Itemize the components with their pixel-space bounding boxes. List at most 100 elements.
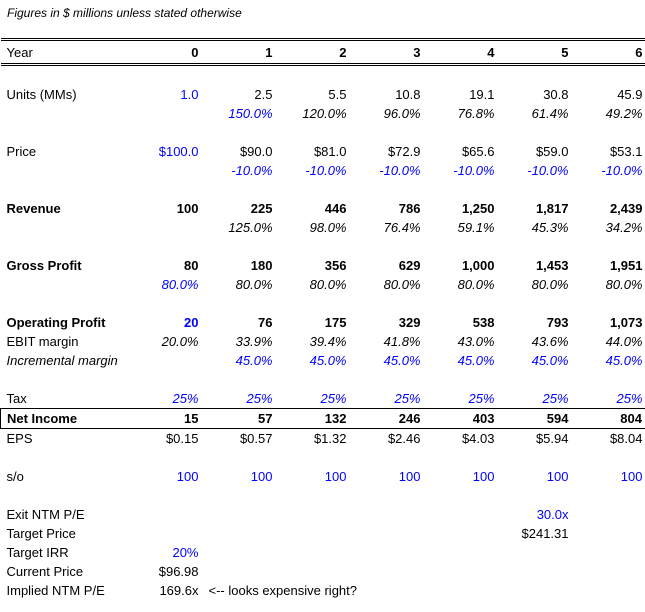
cell-net-income-y4[interactable]: 403 — [423, 408, 498, 429]
cell-exit-ntm-pe-y1[interactable] — [202, 505, 276, 524]
cell-units-growth-y0[interactable] — [128, 104, 202, 123]
cell-gross-profit-y0[interactable]: 80 — [184, 258, 199, 273]
row-label-target-irr[interactable]: Target IRR — [6, 545, 69, 560]
cell-incremental-margin-y6[interactable]: 45.0% — [605, 353, 643, 368]
cell-eps-y3[interactable]: $2.46 — [387, 431, 421, 446]
cell-revenue-y2[interactable]: 446 — [324, 201, 347, 216]
cell-price-y3[interactable]: $72.9 — [387, 144, 421, 159]
cell-units-growth-y1[interactable]: 150.0% — [228, 106, 273, 121]
cell-tax-y6[interactable]: 25% — [616, 391, 643, 406]
cell-gross-margin-y4[interactable]: 80.0% — [457, 277, 495, 292]
cell-shares-outstanding-y4[interactable]: 100 — [472, 469, 495, 484]
cell-units-y5[interactable]: 30.8 — [543, 87, 569, 102]
row-label-units[interactable]: Units (MMs) — [6, 87, 77, 102]
cell-target-irr-y1[interactable] — [202, 543, 276, 562]
cell-units-y2[interactable]: 5.5 — [328, 87, 347, 102]
cell-operating-profit-y5[interactable]: 793 — [546, 315, 569, 330]
cell-eps-y1[interactable]: $0.57 — [239, 431, 273, 446]
cell-revenue-y0[interactable]: 100 — [176, 201, 199, 216]
row-label-gross-margin[interactable] — [1, 275, 128, 294]
cell-ebit-margin-y2[interactable]: 39.4% — [309, 334, 347, 349]
year-header-2[interactable]: 2 — [275, 38, 350, 66]
cell-price-y6[interactable]: $53.1 — [609, 144, 643, 159]
cell-price-growth-y2[interactable]: -10.0% — [305, 163, 347, 178]
year-header-6[interactable]: 6 — [571, 38, 645, 66]
cell-incremental-margin-y3[interactable]: 45.0% — [383, 353, 421, 368]
cell-eps-y2[interactable]: $1.32 — [313, 431, 347, 446]
cell-revenue-y4[interactable]: 1,250 — [461, 201, 495, 216]
cell-eps-y6[interactable]: $8.04 — [609, 431, 643, 446]
cell-target-price-y6[interactable] — [572, 524, 645, 543]
cell-ebit-margin-y6[interactable]: 44.0% — [605, 334, 643, 349]
cell-shares-outstanding-y1[interactable]: 100 — [250, 469, 273, 484]
cell-current-price-y3[interactable] — [350, 562, 424, 581]
cell-operating-profit-y3[interactable]: 329 — [398, 315, 421, 330]
cell-revenue-growth-y3[interactable]: 76.4% — [383, 220, 421, 235]
cell-ebit-margin-y0[interactable]: 20.0% — [161, 334, 199, 349]
cell-price-y4[interactable]: $65.6 — [461, 144, 495, 159]
row-label-target-price[interactable]: Target Price — [6, 526, 76, 541]
cell-target-irr-y3[interactable] — [350, 543, 424, 562]
cell-current-price-y4[interactable] — [424, 562, 498, 581]
cell-units-growth-y2[interactable]: 120.0% — [302, 106, 347, 121]
row-label-revenue-growth[interactable] — [1, 218, 128, 237]
cell-tax-y3[interactable]: 25% — [394, 391, 421, 406]
cell-tax-y5[interactable]: 25% — [542, 391, 569, 406]
cell-gross-profit-y2[interactable]: 356 — [324, 258, 347, 273]
year-header-5[interactable]: 5 — [497, 38, 572, 66]
cell-ebit-margin-y4[interactable]: 43.0% — [457, 334, 495, 349]
year-header-label[interactable]: Year — [0, 38, 128, 66]
cell-exit-ntm-pe-y6[interactable] — [572, 505, 645, 524]
cell-shares-outstanding-y3[interactable]: 100 — [398, 469, 421, 484]
cell-implied-ntm-pe-y0[interactable]: 169.6x — [159, 583, 199, 598]
cell-shares-outstanding-y2[interactable]: 100 — [324, 469, 347, 484]
cell-shares-outstanding-y6[interactable]: 100 — [620, 469, 643, 484]
cell-incremental-margin-y2[interactable]: 45.0% — [309, 353, 347, 368]
cell-exit-ntm-pe-y4[interactable] — [424, 505, 498, 524]
cell-price-growth-y5[interactable]: -10.0% — [527, 163, 569, 178]
cell-gross-profit-y3[interactable]: 629 — [398, 258, 421, 273]
row-label-net-income[interactable]: Net Income — [0, 408, 128, 429]
cell-revenue-y3[interactable]: 786 — [398, 201, 421, 216]
cell-gross-margin-y1[interactable]: 80.0% — [235, 277, 273, 292]
cell-target-irr-y0[interactable]: 20% — [172, 545, 199, 560]
year-header-1[interactable]: 1 — [201, 38, 276, 66]
row-label-ebit-margin[interactable]: EBIT margin — [6, 334, 79, 349]
cell-tax-y4[interactable]: 25% — [468, 391, 495, 406]
cell-incremental-margin-y5[interactable]: 45.0% — [531, 353, 569, 368]
cell-revenue-y1[interactable]: 225 — [250, 201, 273, 216]
cell-current-price-y1[interactable] — [202, 562, 276, 581]
cell-shares-outstanding-y0[interactable]: 100 — [176, 469, 199, 484]
cell-revenue-growth-y4[interactable]: 59.1% — [457, 220, 495, 235]
cell-gross-margin-y2[interactable]: 80.0% — [309, 277, 347, 292]
cell-ebit-margin-y1[interactable]: 33.9% — [235, 334, 273, 349]
cell-net-income-y1[interactable]: 57 — [201, 408, 276, 429]
cell-units-y3[interactable]: 10.8 — [395, 87, 421, 102]
cell-tax-y0[interactable]: 25% — [172, 391, 199, 406]
year-header-4[interactable]: 4 — [423, 38, 498, 66]
cell-price-growth-y4[interactable]: -10.0% — [453, 163, 495, 178]
cell-gross-margin-y6[interactable]: 80.0% — [605, 277, 643, 292]
cell-eps-y5[interactable]: $5.94 — [535, 431, 569, 446]
cell-price-y2[interactable]: $81.0 — [313, 144, 347, 159]
cell-shares-outstanding-y5[interactable]: 100 — [546, 469, 569, 484]
cell-gross-profit-y6[interactable]: 1,951 — [609, 258, 643, 273]
cell-net-income-y2[interactable]: 132 — [275, 408, 350, 429]
cell-tax-y1[interactable]: 25% — [246, 391, 273, 406]
cell-target-price-y2[interactable] — [276, 524, 350, 543]
row-label-incremental-margin[interactable]: Incremental margin — [6, 353, 118, 368]
cell-net-income-y0[interactable]: 15 — [127, 408, 202, 429]
row-label-gross-profit[interactable]: Gross Profit — [6, 258, 82, 273]
cell-net-income-y3[interactable]: 246 — [349, 408, 424, 429]
row-label-shares-outstanding[interactable]: s/o — [6, 469, 24, 484]
cell-eps-y4[interactable]: $4.03 — [461, 431, 495, 446]
cell-operating-profit-y6[interactable]: 1,073 — [609, 315, 643, 330]
cell-revenue-growth-y1[interactable]: 125.0% — [228, 220, 273, 235]
cell-units-growth-y5[interactable]: 61.4% — [531, 106, 569, 121]
year-header-0[interactable]: 0 — [127, 38, 202, 66]
year-header-3[interactable]: 3 — [349, 38, 424, 66]
row-label-price[interactable]: Price — [6, 144, 37, 159]
cell-revenue-y5[interactable]: 1,817 — [535, 201, 569, 216]
cell-gross-profit-y1[interactable]: 180 — [250, 258, 273, 273]
cell-incremental-margin-y0[interactable] — [128, 351, 202, 370]
